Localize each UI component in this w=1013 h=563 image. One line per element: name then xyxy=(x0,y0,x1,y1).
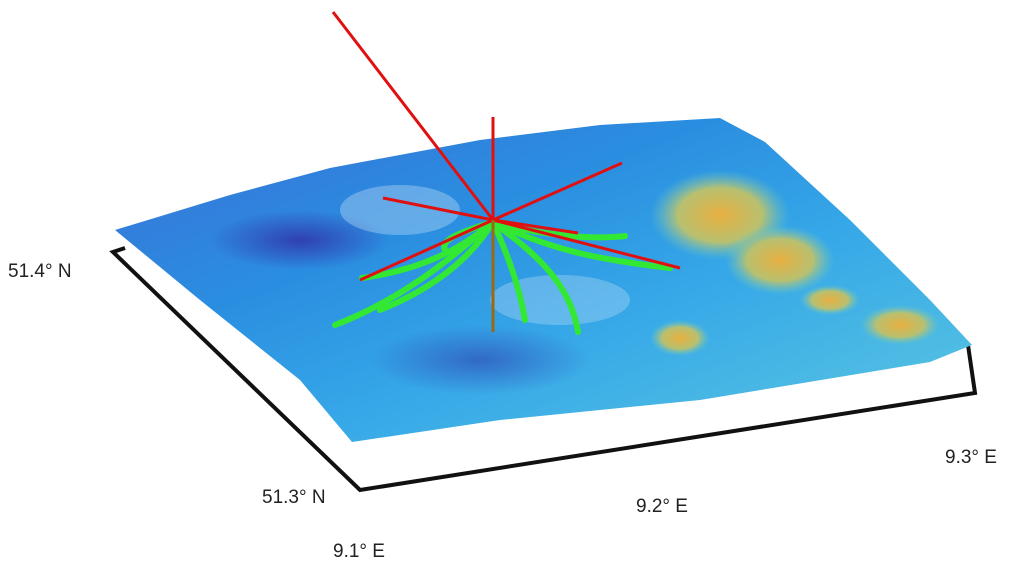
page: 51.4° N 51.3° N 9.1° E 9.2° E 9.3° E xyxy=(0,0,1013,563)
hill xyxy=(800,285,860,315)
terrain-plot: 51.4° N 51.3° N 9.1° E 9.2° E 9.3° E xyxy=(0,0,1013,563)
lat-label: 51.4° N xyxy=(8,261,72,282)
valley xyxy=(370,325,590,395)
lon-label: 9.1° E xyxy=(333,541,385,562)
lat-label: 51.3° N xyxy=(262,487,326,508)
hill xyxy=(725,225,835,295)
hill xyxy=(860,305,940,345)
lon-label: 9.2° E xyxy=(636,496,688,517)
hill xyxy=(650,320,710,356)
lon-label: 9.3° E xyxy=(945,447,997,468)
